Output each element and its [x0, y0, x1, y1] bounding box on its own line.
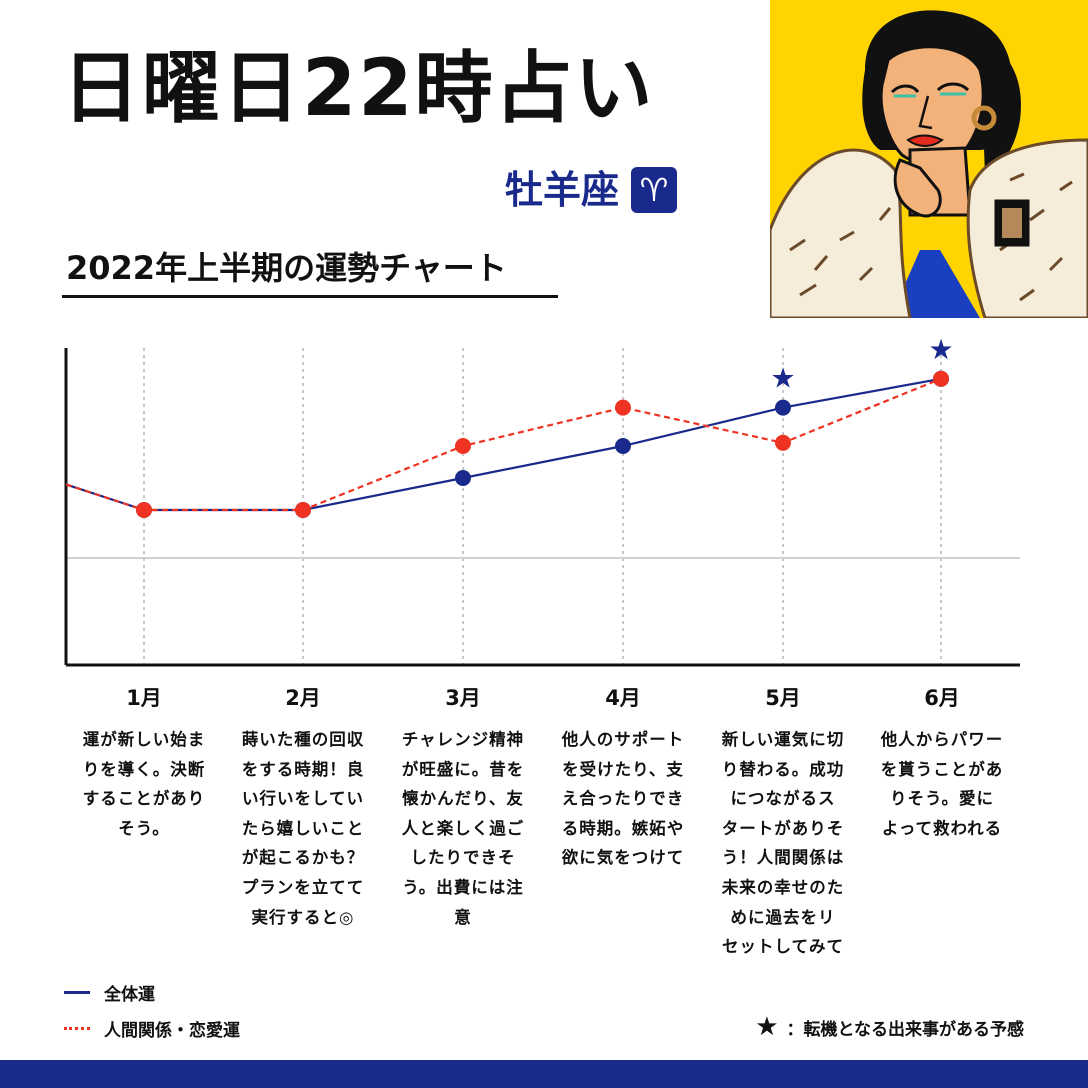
star-legend: ★ ：転機となる出来事がある予感 [755, 1014, 1024, 1040]
series-1-point-4 [615, 438, 631, 454]
dashed-line-swatch [64, 1027, 90, 1030]
aries-icon: ♈ [631, 167, 678, 213]
sign-name: 牡羊座 [505, 168, 620, 212]
month-label: 4月 [605, 686, 641, 710]
month-column-3: 3月 チャレンジ精神 が旺盛に。昔を 懐かんだり、友 人と楽しく過ご したりできそ う。出… [393, 683, 533, 932]
month-label: 2月 [285, 686, 321, 710]
series-2-point-5 [775, 434, 791, 451]
month-description: チャレンジ精神 が旺盛に。昔を 懐かんだり、友 人と楽しく過ご したりできそ う。出費には… [401, 730, 525, 927]
series-line-1 [65, 377, 942, 512]
month-label: 6月 [924, 686, 960, 710]
legend-overall: 全体運 [64, 980, 155, 1005]
fortune-line-chart: ★★ [64, 333, 1020, 667]
turning-point-star-1: ★ [770, 362, 795, 395]
month-description: 運が新しい始ま りを導く。決断 することがあり そう。 [82, 730, 206, 838]
month-label: 5月 [765, 686, 801, 710]
series-2-point-4 [615, 399, 631, 416]
series-2-point-2 [295, 502, 311, 518]
zodiac-sign: 牡羊座 ♈ [505, 164, 678, 216]
chart-subtitle: 2022年上半期の運勢チャート [66, 249, 507, 287]
month-column-2: 2月 蒔いた種の回収 をする時期！良 い行いをしてい たら嬉しいこと が起こるかも？ プラ… [233, 683, 373, 932]
month-description: 他人からパワー を貰うことがあ りそう。愛に よって救われる [880, 730, 1004, 838]
legend-label: 全体運 [104, 985, 155, 1005]
footer-bar [0, 1060, 1088, 1088]
series-2-point-1 [136, 502, 152, 518]
turning-point-star-2: ★ [928, 333, 953, 366]
woman-portrait-illustration [770, 0, 1088, 318]
month-column-4: 4月 他人のサポート を受けたり、支 え合ったりでき る時期。嫉妬や 欲に気をつけて [553, 683, 693, 873]
month-column-6: 6月 他人からパワー を貰うことがあ りそう。愛に よって救われる [872, 683, 1012, 843]
solid-line-swatch [64, 991, 90, 994]
legend-label: 人間関係・恋愛運 [104, 1021, 240, 1041]
series-2-point-3 [455, 438, 471, 454]
subtitle-underline [62, 295, 558, 298]
month-description: 新しい運気に切 り替わる。成功 につながるス タートがありそ う！人間関係は 未来の幸せの… [721, 730, 845, 957]
month-label: 3月 [445, 686, 481, 710]
month-column-5: 5月 新しい運気に切 り替わる。成功 につながるス タートがありそ う！人間関係は 未来の… [713, 683, 853, 962]
month-label: 1月 [126, 686, 162, 710]
series-1-point-3 [455, 470, 471, 486]
star-icon: ★ [755, 1012, 779, 1042]
series-2-point-6 [933, 370, 949, 387]
month-description: 他人のサポート を受けたり、支 え合ったりでき る時期。嫉妬や 欲に気をつけて [561, 730, 685, 868]
month-description: 蒔いた種の回収 をする時期！良 い行いをしてい たら嬉しいこと が起こるかも？ プランを立… [241, 730, 365, 927]
series-1-point-5 [775, 399, 791, 416]
page-title: 日曜日22時占い [62, 44, 655, 134]
legend-relations: 人間関係・恋愛運 [64, 1016, 240, 1041]
star-legend-label: ：転機となる出来事がある予感 [786, 1019, 1025, 1040]
month-column-1: 1月 運が新しい始ま りを導く。決断 することがあり そう。 [74, 683, 214, 843]
series-line-2 [65, 377, 942, 512]
